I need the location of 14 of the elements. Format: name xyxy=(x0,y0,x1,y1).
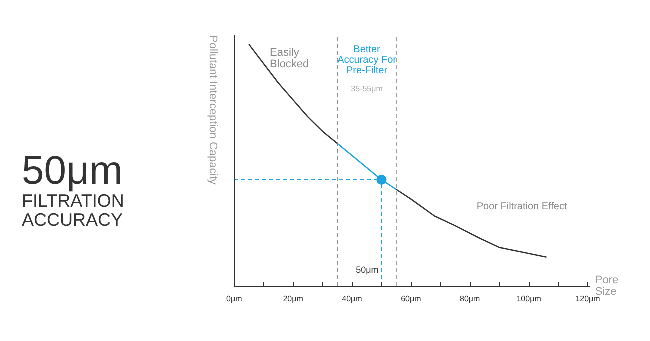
text: 50μm xyxy=(22,149,124,193)
x-tick-label: 40μm xyxy=(342,294,363,304)
ref-line-label: 50μm xyxy=(356,265,379,276)
annotation: Poor Filtration Effect xyxy=(476,202,568,213)
annotation: Easily Blocked xyxy=(270,46,310,70)
text: FILTRATION ACCURACY xyxy=(22,191,126,230)
x-tick-label: 100μm xyxy=(516,294,542,304)
annotation: Better Accuracy For Pre-Filter xyxy=(338,44,398,76)
y-axis-title: Pollutant Interception Capacity xyxy=(206,36,219,186)
x-tick-label: 80μm xyxy=(460,294,481,304)
x-tick-label: 20μm xyxy=(283,294,304,304)
annotation: 35-55μm xyxy=(351,84,384,94)
x-tick-label: 0μm xyxy=(226,294,243,304)
x-tick-label: 60μm xyxy=(401,294,422,304)
